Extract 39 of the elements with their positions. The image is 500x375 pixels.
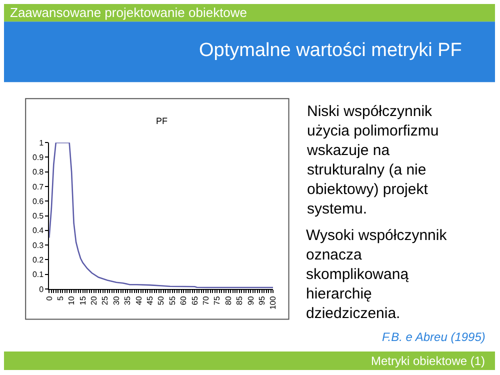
x-tick-label: 80 bbox=[224, 296, 233, 306]
y-tick-label: 0.8 bbox=[32, 168, 44, 177]
x-tick-label: 40 bbox=[134, 296, 144, 306]
x-tick-label: 25 bbox=[100, 296, 110, 306]
y-tick-label: 0.6 bbox=[32, 196, 44, 206]
x-tick-label: 20 bbox=[90, 296, 99, 306]
x-tick-label: 0 bbox=[44, 296, 54, 301]
x-tick-label: 5 bbox=[56, 296, 65, 301]
text: F.B. e Abreu (1995) bbox=[382, 330, 486, 344]
y-tick-label: 0.3 bbox=[32, 240, 44, 250]
x-tick-label: 35 bbox=[123, 296, 132, 306]
x-tick-label: 100 bbox=[268, 296, 278, 310]
text: Metryki obiektowe (1) bbox=[371, 354, 486, 368]
x-tick-label: 55 bbox=[168, 296, 177, 306]
x-tick-label: 75 bbox=[212, 296, 222, 306]
x-tick-label: 10 bbox=[67, 296, 76, 306]
y-tick-label: 0.2 bbox=[32, 256, 44, 265]
y-tick-label: 1 bbox=[39, 138, 44, 148]
x-tick-label: 60 bbox=[179, 296, 188, 306]
y-tick-label: 0.5 bbox=[32, 212, 44, 221]
x-tick-label: 85 bbox=[235, 296, 244, 306]
x-tick-label: 70 bbox=[202, 296, 210, 306]
text: Wysoki współczynnik oznacza skomplikowaną hierarchię dziedziczenia. bbox=[306, 227, 448, 322]
chart-title: PF bbox=[156, 116, 168, 126]
text: Optymalne wartości metryki PF bbox=[199, 40, 462, 61]
y-tick-label: 0 bbox=[39, 284, 44, 294]
text: Zaawansowane projektowanie obiektowe bbox=[10, 5, 248, 20]
y-tick-label: 0.9 bbox=[32, 153, 44, 162]
x-tick-label: 30 bbox=[112, 296, 121, 306]
y-tick-label: 0.4 bbox=[32, 226, 44, 236]
x-tick-label: 90 bbox=[246, 296, 256, 306]
x-tick-label: 65 bbox=[190, 296, 200, 306]
x-tick-label: 15 bbox=[78, 296, 88, 306]
x-tick-label: 50 bbox=[156, 296, 166, 306]
x-tick-label: 45 bbox=[146, 296, 155, 306]
y-tick-label: 0.1 bbox=[32, 270, 44, 280]
text: Niski współczynnik użycia polimorfizmu wskazuje na strukturalny (a nie obiektowy) projekt systemu. bbox=[306, 103, 439, 218]
y-tick-label: 0.7 bbox=[32, 182, 44, 192]
x-tick-label: 95 bbox=[257, 296, 266, 306]
